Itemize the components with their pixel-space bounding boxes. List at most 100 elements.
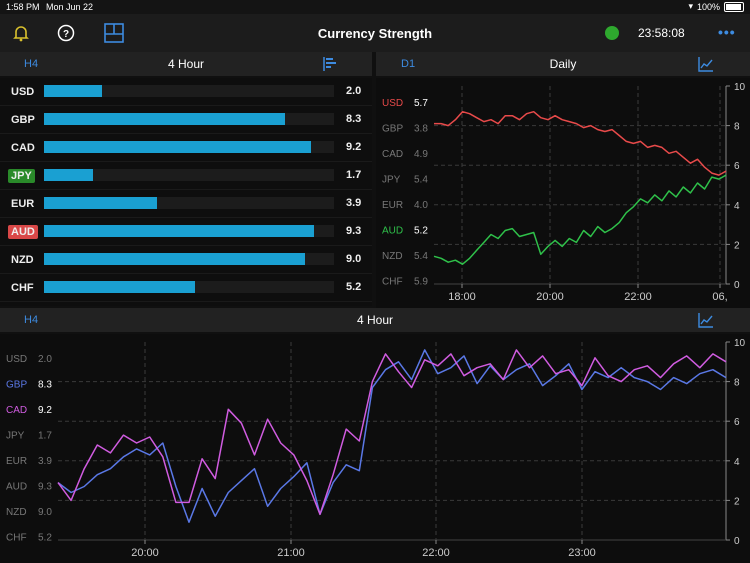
y-tick-label: 4 xyxy=(734,457,740,468)
server-clock: 23:58:08 xyxy=(638,26,685,40)
currency-code: JPY xyxy=(8,169,35,183)
legend-code-aud: AUD xyxy=(6,482,27,493)
y-tick-label: 0 xyxy=(734,280,740,291)
battery-icon xyxy=(724,1,744,12)
legend-code-cad: CAD xyxy=(6,405,27,416)
legend-value-jpy: 5.4 xyxy=(414,175,428,186)
legend-value-cad: 4.9 xyxy=(414,149,428,160)
line-chart-icon[interactable] xyxy=(698,56,714,75)
wifi-icon: ▾ xyxy=(688,1,693,11)
legend-code-gbp: GBP xyxy=(6,380,27,391)
legend-value-jpy: 1.7 xyxy=(38,431,52,442)
row-divider xyxy=(0,189,372,190)
strength-bar-fill xyxy=(44,113,285,125)
h4-timeframe-button[interactable]: H4 xyxy=(24,314,39,326)
x-tick-label: 18:00 xyxy=(448,291,476,303)
strength-row-usd[interactable]: USD 2.0 xyxy=(0,78,372,106)
bell-icon[interactable] xyxy=(12,24,30,47)
legend-value-cad: 9.2 xyxy=(38,405,52,416)
y-tick-label: 8 xyxy=(734,122,740,133)
strength-bar-fill xyxy=(44,85,102,97)
y-tick-label: 2 xyxy=(734,240,740,251)
legend-value-gbp: 3.8 xyxy=(414,124,428,135)
x-tick-label: 21:00 xyxy=(277,547,305,559)
x-tick-label: 22:00 xyxy=(624,291,652,303)
legend-code-cad: CAD xyxy=(382,149,403,160)
series-line-aud xyxy=(433,174,727,265)
y-tick-label: 8 xyxy=(734,378,740,389)
currency-code: NZD xyxy=(11,254,34,266)
status-time: 1:58 PM xyxy=(6,2,40,12)
row-divider xyxy=(0,301,372,302)
strength-bar-track xyxy=(44,169,334,181)
currency-code: CAD xyxy=(11,142,35,154)
strength-row-cad[interactable]: CAD 9.2 xyxy=(0,134,372,162)
daily-timeframe-button[interactable]: D1 xyxy=(401,58,416,70)
legend-value-nzd: 5.4 xyxy=(414,251,428,262)
currency-code: CHF xyxy=(11,282,34,294)
strength-value: 9.0 xyxy=(346,253,362,265)
legend-value-nzd: 9.0 xyxy=(38,507,52,518)
strength-row-nzd[interactable]: NZD 9.0 xyxy=(0,246,372,274)
strength-row-eur[interactable]: EUR 3.9 xyxy=(0,190,372,218)
layout-grid-icon[interactable] xyxy=(104,23,124,48)
strength-bar-fill xyxy=(44,253,305,265)
h4-panel-header: H4 4 Hour xyxy=(0,308,750,332)
row-divider xyxy=(0,273,372,274)
series-line-cad xyxy=(57,349,727,516)
help-icon[interactable]: ? xyxy=(57,24,75,47)
legend-value-usd: 5.7 xyxy=(414,98,428,109)
row-divider xyxy=(0,133,372,134)
row-divider xyxy=(0,161,372,162)
y-tick-label: 10 xyxy=(734,338,746,349)
currency-code: USD xyxy=(11,86,35,98)
legend-code-eur: EUR xyxy=(6,456,27,467)
legend-code-nzd: NZD xyxy=(382,251,403,262)
legend-value-aud: 9.3 xyxy=(38,482,52,493)
strength-panel-header: H4 4 Hour xyxy=(0,52,372,76)
strength-list: USD 2.0 GBP 8.3 CAD 9.2 JPY 1.7 EUR 3.9 AUD 9.3 NZD 9… xyxy=(0,78,372,306)
strength-row-aud[interactable]: AUD 9.3 xyxy=(0,218,372,246)
app-title: Currency Strength xyxy=(317,26,433,41)
y-tick-label: 4 xyxy=(734,201,740,212)
h4-chart: 0 2 4 6 8 10 20:00 21:00 22:00 23:00 USD 2.0 GBP 8.3 C… xyxy=(0,334,750,563)
chart-background xyxy=(0,334,750,563)
strength-value: 5.2 xyxy=(346,281,362,293)
legend-code-nzd: NZD xyxy=(6,507,27,518)
legend-code-usd: USD xyxy=(382,98,403,109)
strength-row-jpy[interactable]: JPY 1.7 xyxy=(0,162,372,190)
strength-panel-title: 4 Hour xyxy=(167,57,205,71)
battery-percent: 100% xyxy=(696,1,720,12)
strength-bar-fill xyxy=(44,141,311,153)
strength-bar-fill xyxy=(44,225,314,237)
row-divider xyxy=(0,217,372,218)
bar-chart-icon[interactable] xyxy=(322,56,338,75)
y-tick-label: 10 xyxy=(734,82,746,93)
timeframe-button[interactable]: H4 xyxy=(24,58,39,70)
currency-code: GBP xyxy=(11,114,35,126)
strength-bar-fill xyxy=(44,281,195,293)
strength-row-chf[interactable]: CHF 5.2 xyxy=(0,274,372,302)
currency-code: AUD xyxy=(8,225,38,239)
daily-panel-title: Daily xyxy=(549,57,577,71)
y-tick-label: 6 xyxy=(734,417,740,428)
x-tick-label: 23:00 xyxy=(568,547,596,559)
legend-value-gbp: 8.3 xyxy=(38,380,52,391)
legend-code-chf: CHF xyxy=(382,277,403,288)
toolbar xyxy=(0,14,750,52)
x-tick-label: 22:00 xyxy=(422,547,450,559)
more-menu-button[interactable]: ••• xyxy=(718,24,736,40)
legend-value-usd: 2.0 xyxy=(38,354,52,365)
legend-code-aud: AUD xyxy=(382,226,403,237)
daily-chart: 0 2 4 6 8 10 18:00 20:00 22:00 06, USD 5.7 GBP 3.8 CAD… xyxy=(376,78,750,308)
status-date: Mon Jun 22 xyxy=(46,2,94,12)
h4-line-chart-icon[interactable] xyxy=(698,312,714,331)
strength-row-gbp[interactable]: GBP 8.3 xyxy=(0,106,372,134)
x-tick-label: 20:00 xyxy=(131,547,159,559)
legend-value-aud: 5.2 xyxy=(414,226,428,237)
legend-code-gbp: GBP xyxy=(382,124,403,135)
x-tick-label: 20:00 xyxy=(536,291,564,303)
strength-value: 9.3 xyxy=(346,225,362,237)
legend-value-eur: 4.0 xyxy=(414,200,428,211)
h4-panel-title: 4 Hour xyxy=(356,313,394,327)
